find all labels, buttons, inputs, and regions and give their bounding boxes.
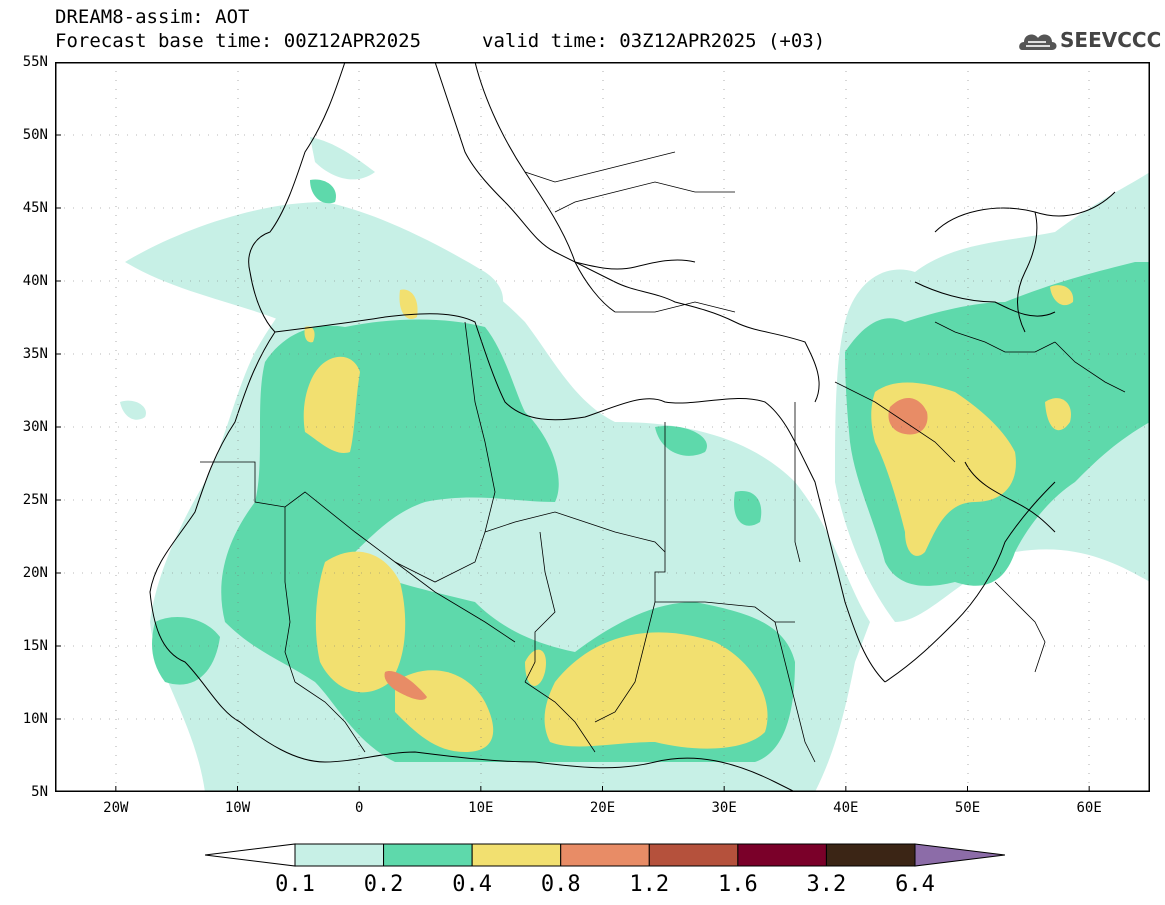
colorbar-below-arrow: [205, 843, 296, 867]
colorbar-swatch: [737, 843, 827, 867]
lat-label: 20N: [22, 565, 48, 581]
colorbar-above-arrow: [914, 843, 1005, 867]
lat-label: 45N: [22, 200, 48, 216]
colorbar-swatch: [294, 843, 385, 867]
colorbar-level-label: 6.4: [895, 872, 935, 897]
lat-label: 40N: [22, 273, 48, 289]
borders: [200, 151, 1126, 763]
lat-label: 55N: [22, 54, 48, 70]
valid-time: valid time: 03Z12APR2025 (+03): [482, 30, 826, 52]
lon-label: 20W: [103, 800, 129, 816]
colorbar-level-label: 0.2: [363, 872, 404, 897]
lat-label: 25N: [22, 492, 48, 508]
lat-label: 30N: [22, 419, 48, 435]
colorbar: [205, 843, 1005, 867]
cloud-icon: [1019, 34, 1057, 50]
colorbar-swatch: [560, 843, 650, 867]
coastlines: [149, 62, 1116, 792]
lat-label: 15N: [22, 638, 48, 654]
logo-text: SEEVCCC: [1060, 28, 1162, 52]
lon-label: 60E: [1076, 800, 1102, 816]
colorbar-level-label: 1.2: [629, 872, 670, 897]
lat-label: 5N: [31, 784, 48, 800]
colorbar-swatch: [471, 843, 562, 867]
aot-map: [55, 62, 1150, 792]
colorbar-swatch: [383, 843, 473, 867]
lon-label: 0: [354, 800, 364, 816]
lon-label: 30E: [711, 800, 737, 816]
lon-label: 10E: [468, 800, 494, 816]
lon-label: 10W: [224, 800, 251, 816]
aot-band-0-8: [384, 397, 928, 700]
lat-label: 10N: [22, 711, 48, 727]
colorbar-level-label: 1.6: [717, 872, 758, 897]
colorbar-level-label: 0.4: [452, 872, 493, 897]
lon-label: 40E: [833, 800, 859, 816]
lon-label: 20E: [589, 800, 616, 816]
colorbar-level-label: 3.2: [806, 872, 847, 897]
lat-label: 35N: [22, 346, 48, 362]
forecast-base-time: Forecast base time: 00Z12APR2025: [55, 30, 422, 52]
axis-ticks: [55, 62, 1090, 792]
colorbar-level-label: 0.1: [275, 872, 315, 897]
lat-label: 50N: [22, 127, 48, 143]
colorbar-level-label: 0.8: [540, 872, 581, 897]
colorbar-swatch: [825, 843, 916, 867]
colorbar-swatch: [648, 843, 739, 867]
map-title: DREAM8-assim: AOT: [55, 6, 250, 28]
lon-label: 50E: [954, 800, 981, 816]
